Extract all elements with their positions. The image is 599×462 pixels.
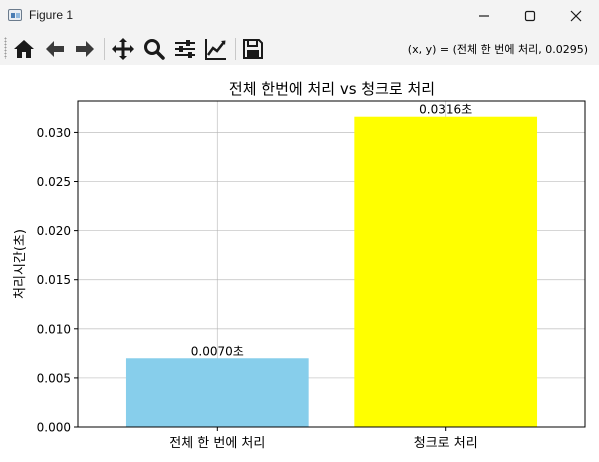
home-button[interactable] <box>11 36 37 62</box>
edit-axes-button[interactable] <box>203 36 229 62</box>
y-tick-label: 0.020 <box>37 224 71 238</box>
y-tick-label: 0.015 <box>37 273 71 287</box>
toolbar-separator <box>235 38 236 60</box>
forward-button[interactable] <box>72 36 98 62</box>
chart-title: 전체 한번에 처리 vs 청크로 처리 <box>229 80 435 98</box>
pan-button[interactable] <box>110 36 136 62</box>
y-tick-label: 0.005 <box>37 371 71 385</box>
maximize-button[interactable] <box>507 0 553 32</box>
y-axis-ticks: 0.000 0.005 0.010 0.015 0.020 0.025 0.030 <box>37 126 78 435</box>
plot-canvas[interactable]: 전체 한번에 처리 vs 청크로 처리 0.0070초 0.0316초 0.000… <box>0 65 599 462</box>
bar <box>354 116 538 427</box>
zoom-magnifier-icon <box>144 39 165 60</box>
cursor-coordinates-readout: (x, y) = (전체 한 번에 처리, 0.0295) <box>407 43 588 56</box>
zoom-button[interactable] <box>141 36 167 62</box>
window-title: Figure 1 <box>29 8 74 22</box>
axes-frame <box>77 100 586 428</box>
bar-value-labels: 0.0070초 0.0316초 <box>191 103 472 359</box>
x-tick-label: 전체 한 번에 처리 <box>169 436 265 451</box>
pan-move-icon <box>112 38 134 60</box>
x-axis-ticks: 전체 한 번에 처리 청크로 처리 <box>169 427 478 451</box>
minimize-button[interactable] <box>461 0 507 32</box>
configure-subplots-icon <box>175 40 195 58</box>
bars <box>125 116 538 427</box>
navigation-toolbar <box>0 32 599 65</box>
home-icon <box>14 40 34 58</box>
configure-subplots-button[interactable] <box>172 36 198 62</box>
maximize-icon <box>524 10 536 22</box>
toolbar-grip-handle[interactable] <box>4 37 7 59</box>
y-tick-label: 0.030 <box>37 126 71 140</box>
bar <box>125 358 309 427</box>
back-button[interactable] <box>42 36 68 62</box>
bar-value-label: 0.0316초 <box>419 103 472 117</box>
y-tick-label: 0.000 <box>37 421 71 435</box>
save-floppy-icon <box>243 39 263 59</box>
close-button[interactable] <box>553 0 599 32</box>
y-tick-label: 0.010 <box>37 322 71 336</box>
window-titlebar: Figure 1 <box>0 0 599 32</box>
edit-axes-icon <box>205 39 226 60</box>
bar-value-label: 0.0070초 <box>191 344 244 358</box>
save-button[interactable] <box>240 36 266 62</box>
back-arrow-icon <box>46 41 64 57</box>
toolbar-separator <box>104 38 105 60</box>
figure-app-icon <box>8 9 22 21</box>
forward-arrow-icon <box>76 41 94 57</box>
minimize-icon <box>479 15 489 17</box>
close-icon <box>570 10 582 22</box>
y-tick-label: 0.025 <box>37 175 71 189</box>
x-tick-label: 청크로 처리 <box>414 436 478 451</box>
y-axis-label: 처리시간(초) <box>13 229 28 299</box>
